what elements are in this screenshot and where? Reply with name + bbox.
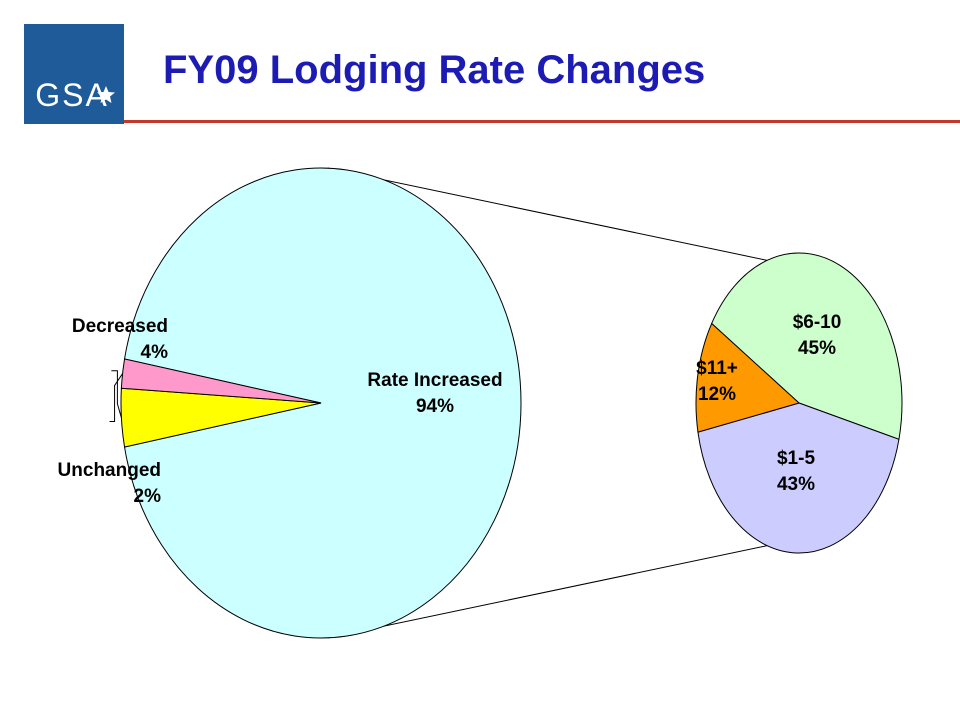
- slice-6-10: [711, 252, 903, 440]
- label-11-plus: $11+: [696, 358, 738, 379]
- label-1-5-pct: 43%: [777, 474, 815, 495]
- slice-rate-increased: [123, 167, 522, 639]
- label-rate-increased-pct: 94%: [416, 396, 454, 417]
- slice-1-5: [697, 402, 900, 554]
- label-unchanged-pct: 2%: [134, 486, 162, 507]
- label-unchanged: Unchanged: [58, 460, 161, 481]
- label-11-plus-pct: 12%: [698, 384, 736, 405]
- connector-top: [327, 167, 768, 261]
- label-decreased: Decreased: [72, 316, 168, 337]
- gsa-logo: GSA: [24, 24, 124, 124]
- label-6-10: $6-10: [793, 312, 842, 333]
- star-icon: [97, 86, 115, 103]
- label-rate-increased: Rate Increased: [367, 370, 502, 391]
- label-6-10-pct: 45%: [798, 338, 836, 359]
- connector-bottom: [327, 545, 768, 639]
- page-title: FY09 Lodging Rate Changes: [163, 48, 706, 92]
- leader-decreased: [111, 370, 122, 418]
- label-1-5: $1-5: [777, 448, 815, 469]
- title-divider: [124, 120, 960, 123]
- leader-unchanged: [109, 373, 123, 423]
- pie-of-pie-chart: Rate Increased 94% Decreased 4% Unchanged 2% $…: [55, 155, 905, 665]
- label-decreased-pct: 4%: [141, 342, 169, 363]
- slice-11-plus: [695, 322, 800, 433]
- gsa-logo-text: GSA: [35, 77, 109, 113]
